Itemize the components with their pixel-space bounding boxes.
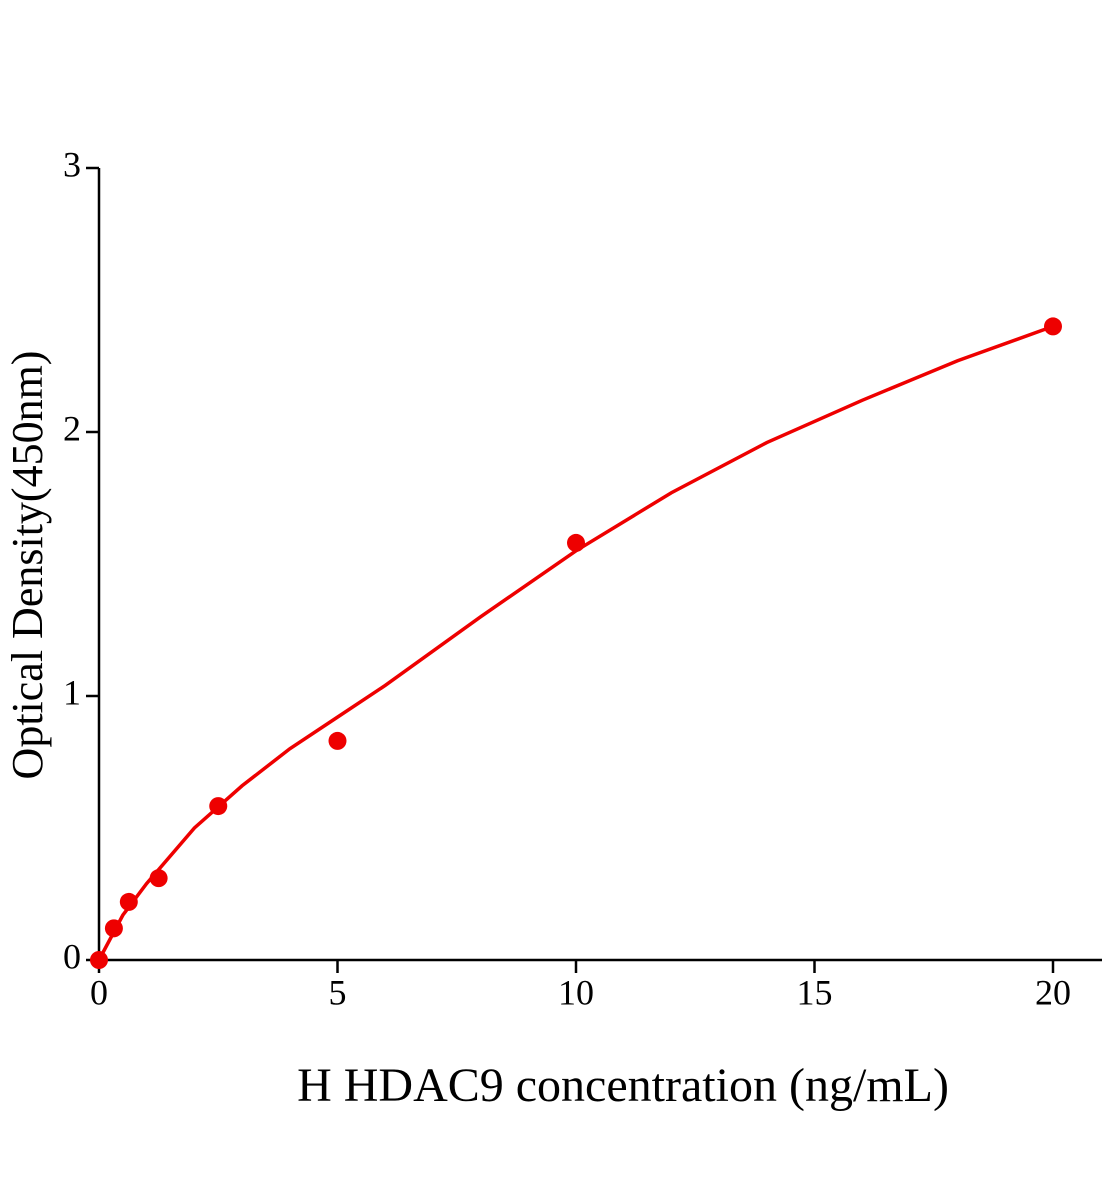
data-point [567,533,585,552]
y-axis-title: Optical Density(450nm) [3,351,52,780]
x-tick-label: 0 [90,972,108,1012]
data-point [1044,317,1062,336]
data-point [149,869,168,888]
data-point [209,797,228,816]
y-tick-label: 0 [63,936,81,976]
x-tick-label: 5 [329,972,347,1012]
x-tick-label: 20 [1035,972,1071,1012]
x-tick-label: 10 [558,972,594,1012]
data-point [119,892,138,911]
y-tick-label: 3 [63,144,81,184]
data-point [104,919,123,938]
y-tick-label: 2 [63,408,81,448]
x-axis-title: H HDAC9 concentration (ng/mL) [297,1059,949,1112]
data-point [90,951,108,969]
y-tick-label: 1 [63,672,81,712]
x-tick-label: 15 [797,972,833,1012]
fit-curve [97,324,1054,961]
data-point [328,731,347,750]
